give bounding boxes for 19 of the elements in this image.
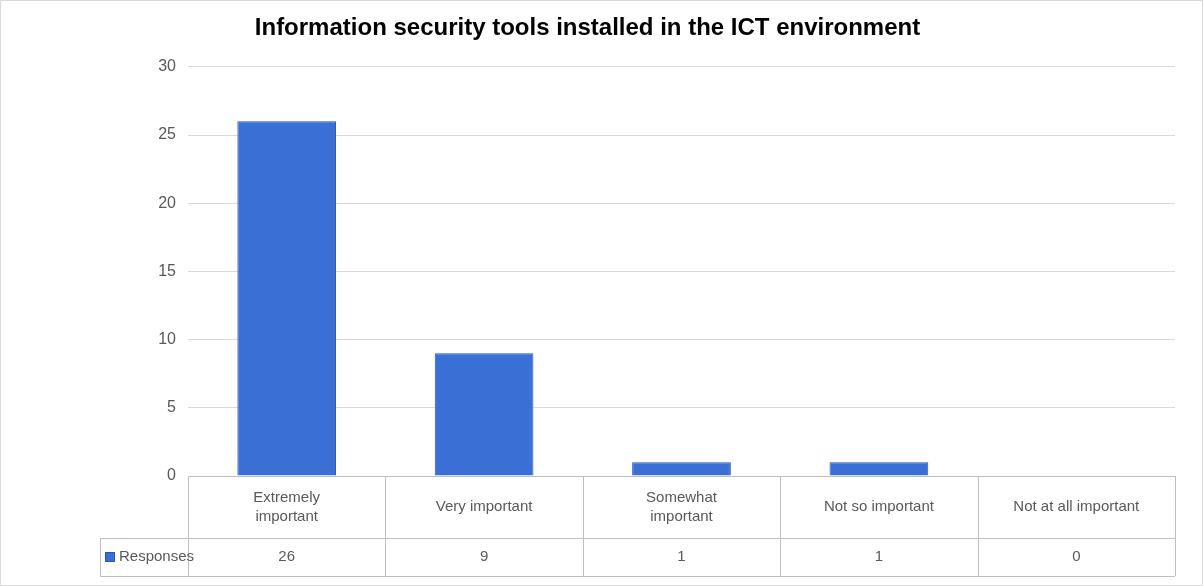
x-tick-label: Somewhat important [646, 487, 718, 524]
data-label: 26 [278, 547, 296, 565]
x-tick-label: Not at all important [1013, 497, 1141, 515]
x-tick-label: Not so important [823, 497, 935, 515]
data-label: 9 [479, 547, 489, 565]
y-tick-label: 30 [158, 57, 177, 75]
chart-title: Information security tools installed in the ICT environment [254, 13, 921, 41]
legend-label: Responses [119, 547, 195, 565]
y-tick-label: 0 [167, 466, 177, 484]
data-label: 1 [874, 547, 884, 565]
data-label: 1 [677, 547, 686, 565]
y-tick-label: 25 [158, 125, 177, 143]
y-tick-label: 5 [167, 398, 177, 416]
x-tick-label: Extremely important [253, 487, 321, 524]
x-tick-label: Very important [435, 497, 534, 515]
y-tick-label: 15 [158, 261, 177, 279]
y-tick-label: 20 [158, 193, 177, 211]
data-label: 0 [1072, 547, 1081, 565]
y-tick-label: 10 [158, 330, 177, 348]
